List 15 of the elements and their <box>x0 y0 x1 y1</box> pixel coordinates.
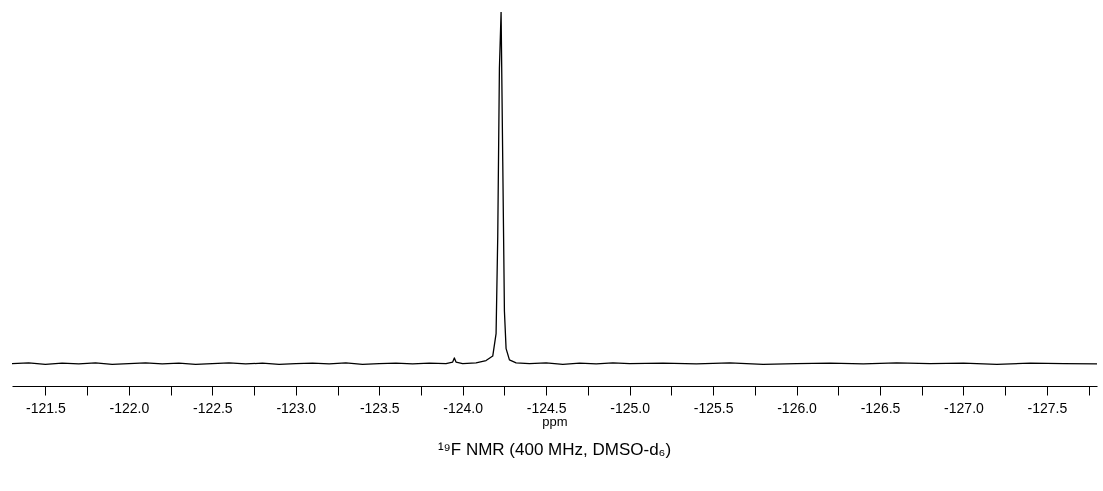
text: ¹⁹F NMR (400 MHz, DMSO-d₆) <box>437 440 672 459</box>
x-tick-label: -126.5 <box>860 399 901 416</box>
x-tick-label: -121.5 <box>26 399 66 416</box>
x-tick-label: -122.5 <box>192 399 233 416</box>
x-axis-title: ppm <box>542 413 568 429</box>
x-tick-label: -127.0 <box>944 399 985 416</box>
x-tick-label: -123.0 <box>276 399 317 416</box>
x-tick-label: -124.5 <box>526 399 567 416</box>
x-tick-label: -125.5 <box>693 399 734 416</box>
x-tick-label: -122.0 <box>109 399 150 416</box>
x-tick-label: -123.5 <box>359 399 400 416</box>
x-tick-label: -126.0 <box>777 399 818 416</box>
x-tick-label: -124.0 <box>443 399 484 416</box>
x-tick-label: -127.5 <box>1027 399 1068 416</box>
x-tick-label: -125.0 <box>610 399 651 416</box>
